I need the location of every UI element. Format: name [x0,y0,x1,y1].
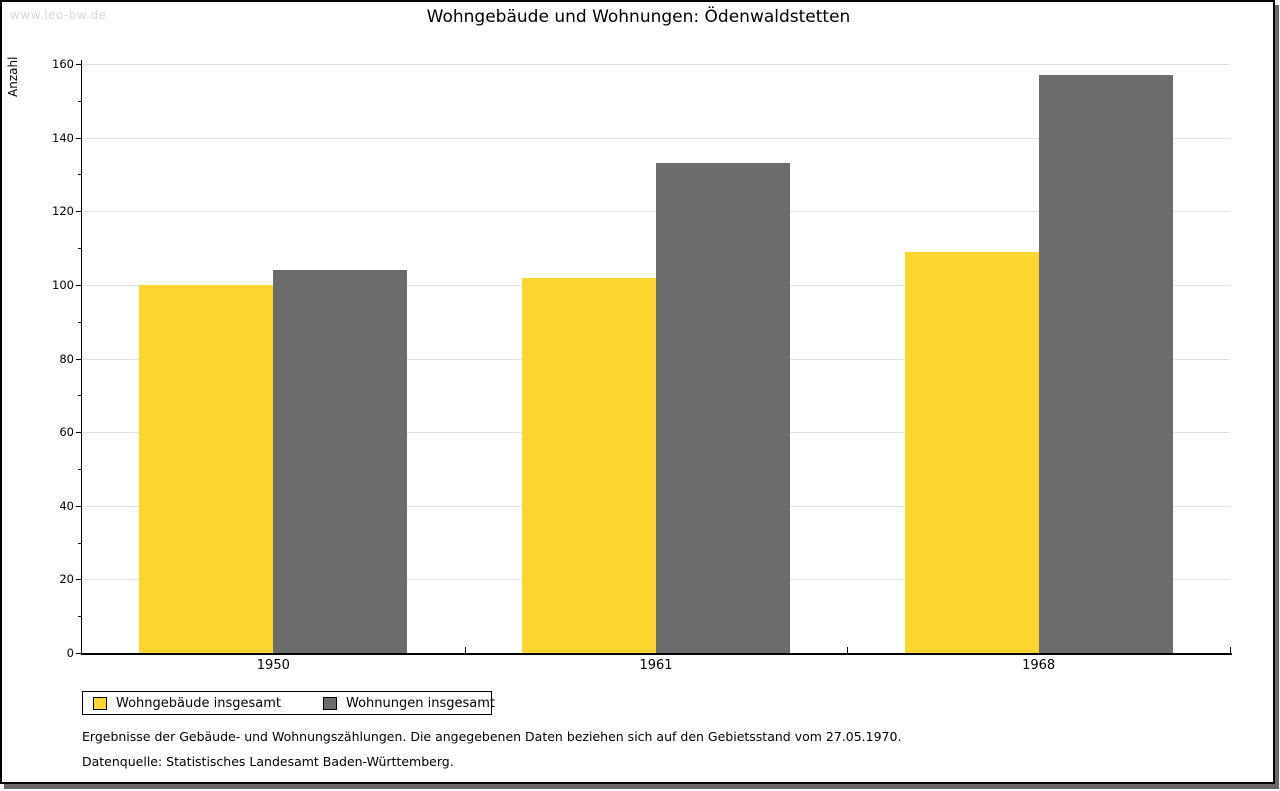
y-axis-tick-label-120: 120 [52,204,74,219]
bar-1968-series0 [904,251,1039,653]
bar-1968-series1 [1038,75,1173,653]
footnote-line1: Ergebnisse der Gebäude- und Wohnungszähl… [82,729,902,744]
y-axis-tick-160 [76,64,82,65]
x-axis-label-1950: 1950 [256,658,290,673]
legend-label-wohngebaeude: Wohngebäude insgesamt [116,695,281,711]
y-axis-tick-label-0: 0 [66,646,74,660]
y-axis-minor-tick-150 [78,100,82,102]
chart-title: Wohngebäude und Wohnungen: Ödenwaldstett… [426,7,851,27]
y-axis-tick-label-60: 60 [59,425,74,440]
y-axis-line [80,60,82,653]
x-axis-label-1961: 1961 [639,658,673,673]
x-axis-line [80,653,1232,655]
y-axis-tick-80 [76,358,82,360]
y-axis-tick-60 [76,432,82,434]
gridline-140 [82,137,1230,139]
y-axis-tick-label-100: 100 [52,277,74,292]
y-axis-tick-140 [76,137,82,139]
x-axis-tick-2 [847,647,849,653]
y-axis-minor-tick-30 [78,542,82,544]
x-axis-label-1968: 1968 [1022,658,1056,673]
footnote-line2: Datenquelle: Statistisches Landesamt Bad… [82,754,454,769]
legend-swatch-wohngebaeude [93,696,107,710]
y-axis-minor-tick-70 [78,395,82,397]
y-axis-minor-tick-90 [78,321,82,323]
legend: Wohngebäude insgesamt Wohnungen insgesam… [82,691,495,715]
x-axis-tick-1 [464,647,466,653]
y-axis-minor-tick-130 [78,174,82,176]
y-axis-minor-tick-10 [78,616,82,618]
bar-1950-series0 [139,284,274,653]
y-axis-tick-label-140: 140 [52,130,74,145]
bar-1950-series1 [273,270,408,653]
y-axis-tick-40 [76,505,82,507]
legend-swatch-wohnungen [323,696,337,710]
y-axis-minor-tick-110 [78,248,82,250]
y-axis-minor-tick-50 [78,468,82,470]
y-axis-tick-120 [76,211,82,213]
watermark: www.leo-bw.de [10,8,107,22]
bar-1961-series1 [656,163,790,653]
x-axis-tick-3 [1230,647,1231,653]
y-axis-tick-100 [76,284,82,286]
y-axis-tick-label-160: 160 [52,57,74,71]
bar-1961-series0 [522,277,656,653]
legend-label-wohnungen: Wohnungen insgesamt [346,695,495,711]
y-axis-tick-label-20: 20 [59,572,74,587]
gridline-160 [82,64,1230,65]
y-axis-tick-label-40: 40 [59,498,74,513]
y-axis-tick-0 [76,653,82,654]
y-axis-tick-label-80: 80 [59,351,74,366]
y-axis-tick-20 [76,579,82,581]
